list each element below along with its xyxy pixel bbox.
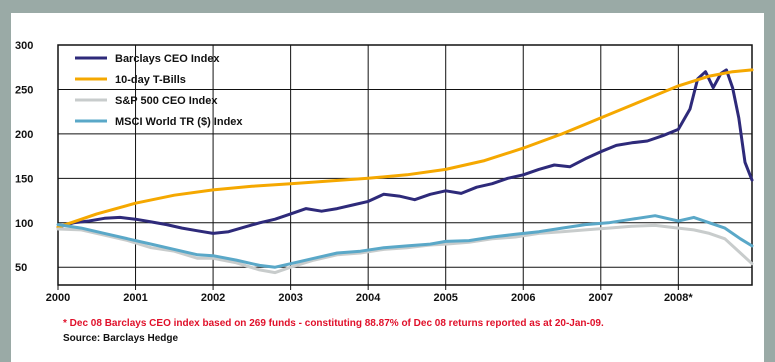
legend-label-3: MSCI World TR ($) Index <box>115 116 243 128</box>
chart-panel: 50 100 150 200 250 300 2000 2001 2002 2003 2004 20… <box>11 13 764 362</box>
x-tick-label: 2001 <box>123 292 147 304</box>
legend-label-2: S&P 500 CEO Index <box>115 95 218 107</box>
y-axis-ticks: 50 100 150 200 250 300 <box>15 40 33 274</box>
legend: Barclays CEO Index 10-day T-Bills S&P 500 … <box>75 53 243 128</box>
x-tick-label: 2004 <box>356 292 381 304</box>
x-tick-label: 2002 <box>201 292 225 304</box>
series-lines <box>56 68 754 275</box>
series-line-1 <box>56 68 754 229</box>
x-tick-label: 2005 <box>433 292 457 304</box>
series-line-0 <box>56 68 754 235</box>
series-line-2 <box>56 223 754 275</box>
y-tick-label: 300 <box>15 40 33 52</box>
x-tick-label: 2008* <box>664 292 693 304</box>
source-note: Source: Barclays Hedge <box>63 333 179 344</box>
y-tick-label: 100 <box>15 218 33 230</box>
footnote: * Dec 08 Barclays CEO index based on 269… <box>63 318 604 329</box>
legend-label-1: 10-day T-Bills <box>115 74 186 86</box>
plot-frame <box>57 44 753 286</box>
series-line-3 <box>56 214 754 269</box>
x-tick-label: 2006 <box>511 292 535 304</box>
x-tick-label: 2007 <box>589 292 613 304</box>
x-tick-label: 2000 <box>46 292 70 304</box>
y-tick-label: 250 <box>15 84 33 96</box>
y-tick-label: 150 <box>15 173 33 185</box>
x-axis-ticks: 2000 2001 2002 2003 2004 2005 2006 2007 2008* <box>46 285 693 304</box>
legend-label-0: Barclays CEO Index <box>115 53 220 65</box>
y-tick-label: 50 <box>15 262 27 274</box>
y-tick-label: 200 <box>15 129 33 141</box>
x-tick-label: 2003 <box>278 292 302 304</box>
